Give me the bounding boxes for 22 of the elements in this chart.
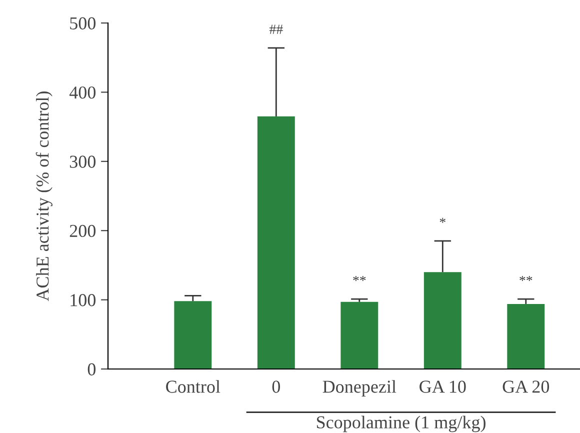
x-axis-title: Scopolamine (1 mg/kg) — [316, 416, 486, 432]
y-tick-label: 200 — [70, 224, 96, 238]
y-tick-label: 0 — [88, 363, 96, 376]
y-tick-label: 100 — [70, 294, 96, 306]
y-tick-label: 500 — [70, 17, 96, 30]
y-axis-title: AChE activity (% of control) — [36, 91, 52, 302]
x-tick-label: GA 20 — [502, 380, 550, 393]
annotation: ## — [269, 24, 283, 34]
annotation: ** — [353, 276, 366, 282]
x-tick-label: Control — [166, 380, 220, 393]
x-tick-label: GA 10 — [420, 380, 466, 393]
y-tick-label: 400 — [69, 86, 96, 99]
x-tick-label: 0 — [272, 380, 280, 393]
annotation: ** — [520, 276, 532, 282]
bar — [174, 301, 212, 369]
y-tick-label: 300 — [70, 156, 96, 168]
annotation: * — [440, 218, 446, 223]
x-tick-label: Donepezil — [322, 380, 396, 396]
bar — [507, 304, 545, 369]
bar — [257, 116, 295, 369]
bar — [340, 302, 378, 369]
bar — [424, 272, 462, 369]
